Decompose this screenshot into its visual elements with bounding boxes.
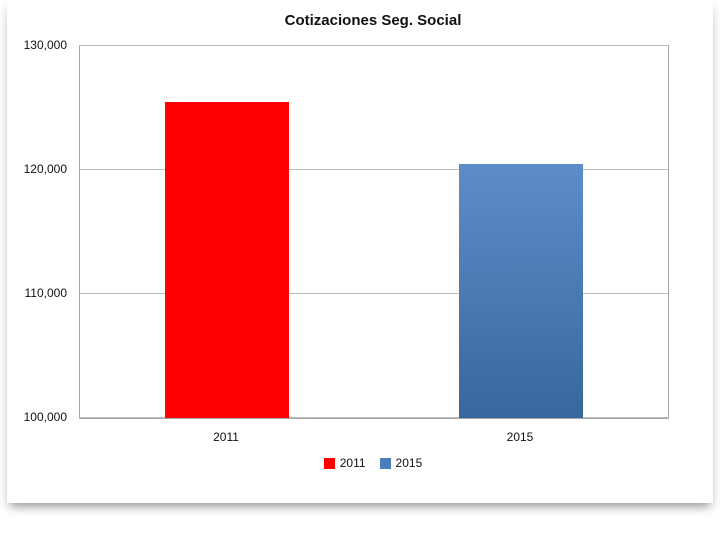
legend-item-2015: 2015 [379,456,423,470]
slide-background: Cotizaciones Seg. Social 100,000 110,000 1… [7,0,713,503]
gridline [80,45,668,46]
gridline [80,417,668,418]
y-axis: 100,000 110,000 120,000 130,000 [7,38,73,424]
legend-item-2011: 2011 [323,456,366,470]
bar-2015 [459,163,583,418]
y-tick-label: 130,000 [23,38,67,52]
chart-title: Cotizaciones Seg. Social [284,12,462,29]
chart-legend: 2011 2015 [79,456,667,470]
x-axis: 2011 2015 [79,418,667,444]
x-tick-label: 2015 [506,430,534,444]
legend-label: 2011 [339,456,366,470]
x-tick-label: 2011 [213,430,239,444]
gridline [80,293,668,294]
legend-swatch [323,457,335,469]
legend-label: 2015 [395,456,423,470]
y-tick-label: 100,000 [23,410,67,424]
bar-2011 [165,101,289,418]
y-tick-label: 120,000 [23,162,67,177]
gridline [80,169,668,170]
legend-swatch [379,457,391,469]
plot-area [79,45,669,419]
y-tick-label: 110,000 [24,286,68,301]
